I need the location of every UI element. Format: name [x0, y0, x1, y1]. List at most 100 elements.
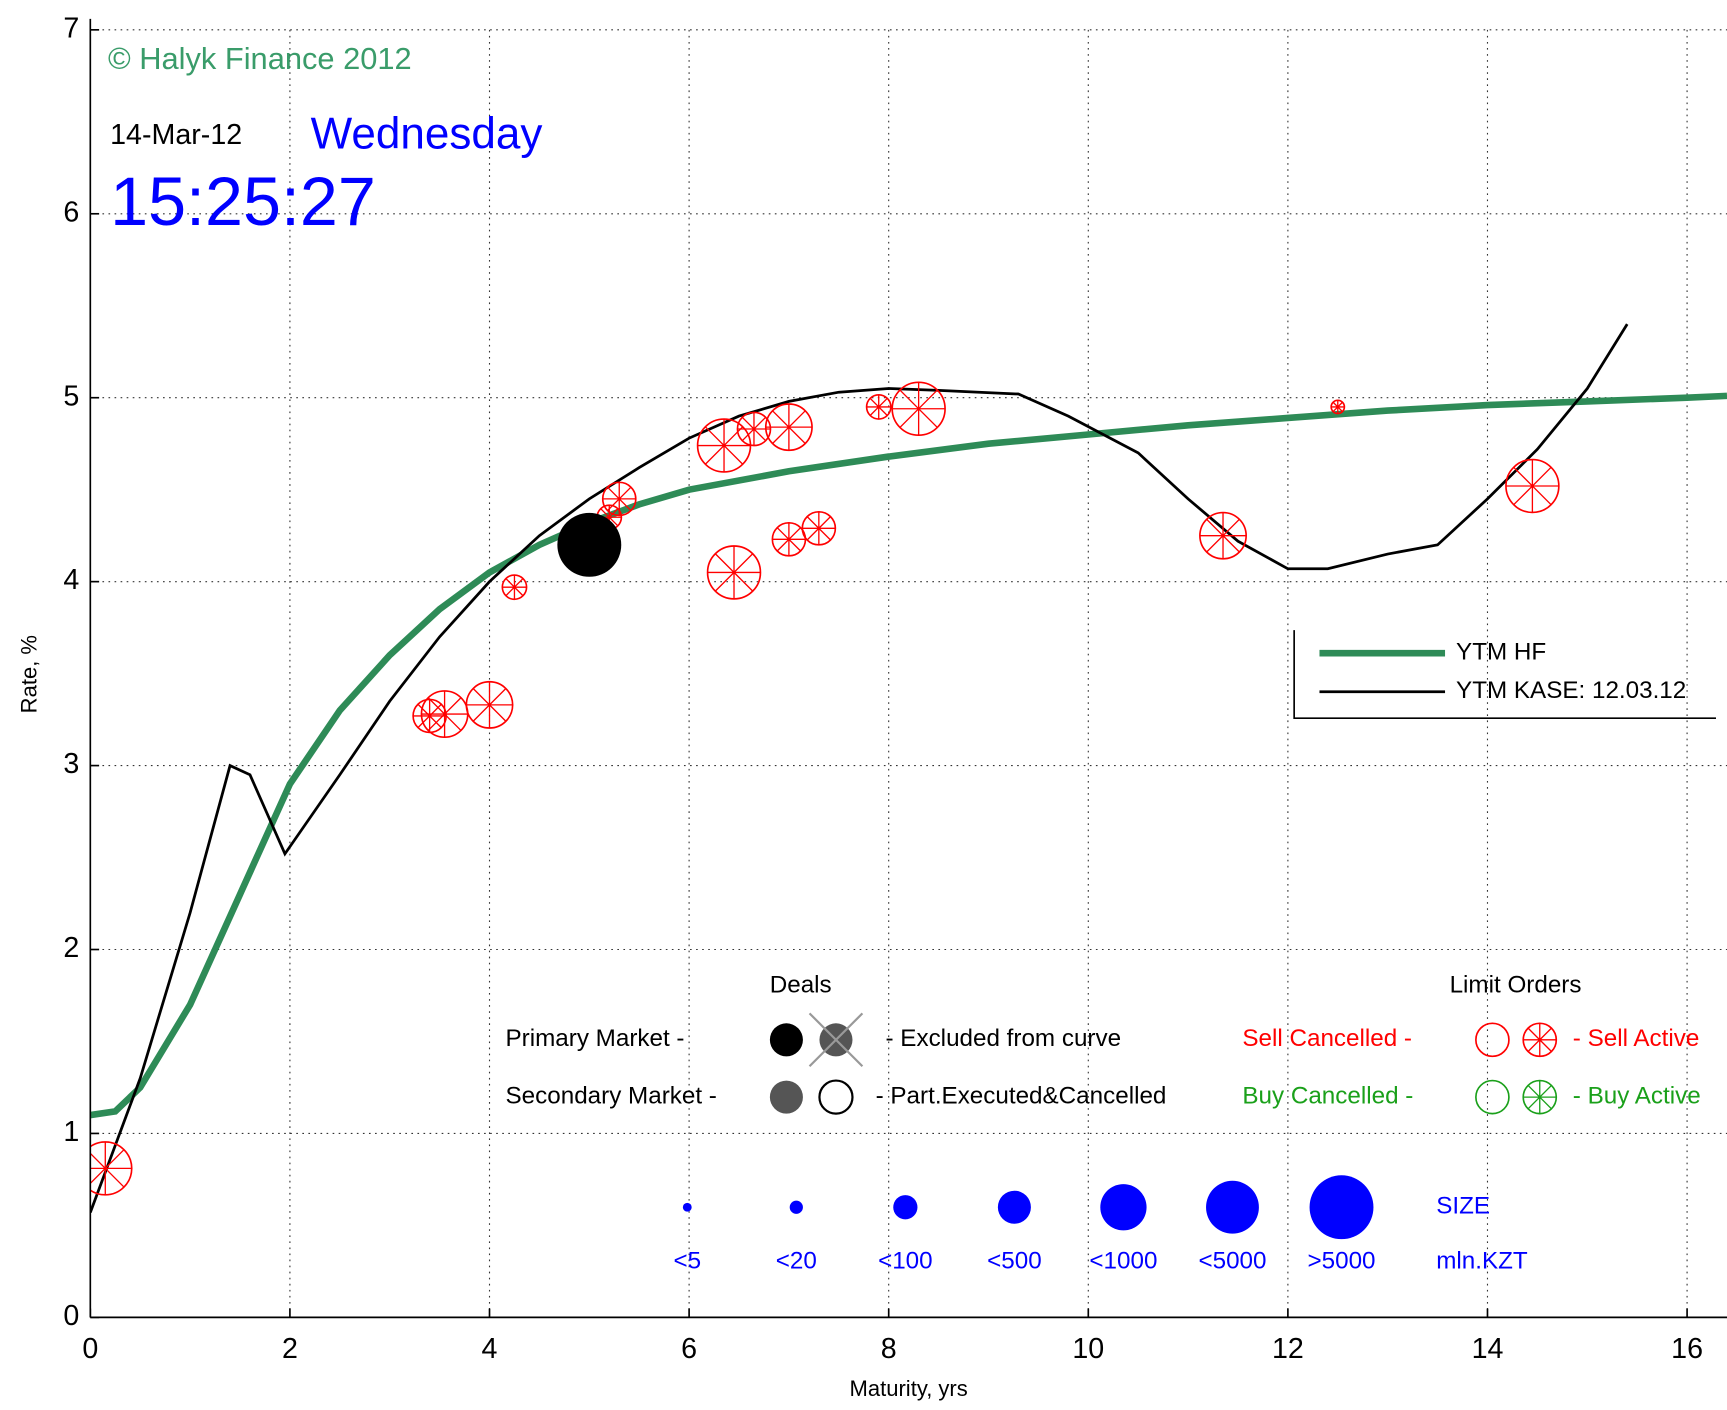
marker-spokes: [502, 575, 527, 600]
x-axis-label: Maturity, yrs: [850, 1376, 968, 1401]
y-tick-label: 5: [63, 380, 79, 412]
key-icon: [1522, 1079, 1558, 1115]
order-marker: [1522, 1079, 1558, 1115]
key-title: Limit Orders: [1450, 971, 1582, 998]
size-bubble: [1206, 1180, 1259, 1234]
deal-marker: [557, 512, 622, 577]
marker-spokes: [866, 394, 891, 420]
grid: [89, 29, 1727, 1318]
size-label: <20: [776, 1248, 817, 1275]
legend-label: YTM HF: [1456, 639, 1546, 666]
x-tick-label: 6: [681, 1333, 697, 1365]
size-label: <1000: [1089, 1248, 1157, 1275]
key-icon: [1475, 1022, 1510, 1058]
size-bubble: [789, 1200, 803, 1214]
size-bubble: [893, 1195, 918, 1220]
key-icon: [808, 1012, 864, 1068]
key-icon: [818, 1079, 854, 1115]
key-label: - Sell Active: [1573, 1025, 1700, 1052]
key-label: - Part.Executed&Cancelled: [876, 1083, 1167, 1110]
size-label: <500: [987, 1248, 1042, 1275]
key-label: Buy Cancelled -: [1242, 1083, 1413, 1110]
marker-spokes: [772, 522, 806, 556]
order-marker: [501, 574, 528, 601]
order-marker: [736, 411, 772, 447]
marker-spokes: [737, 412, 771, 446]
marker-spokes: [466, 681, 513, 729]
y-tick-label: 3: [63, 748, 79, 780]
x-tick-label: 2: [282, 1333, 298, 1365]
marker-spokes: [802, 511, 836, 545]
date: 14-Mar-12: [110, 119, 242, 151]
line: [90, 392, 1727, 1119]
y-tick-label: 7: [63, 12, 79, 44]
order-marker: [706, 545, 762, 600]
y-tick-label: 0: [63, 1300, 79, 1332]
y-tick-label: 2: [63, 932, 79, 964]
order-marker: [865, 393, 892, 420]
order-marker: [891, 381, 946, 437]
x-tick-label: 0: [82, 1333, 98, 1365]
key-icon: [769, 1023, 803, 1057]
order-marker: [420, 690, 469, 739]
order-marker: [412, 698, 447, 734]
size-label: <5: [673, 1248, 701, 1275]
order-marker: [696, 418, 752, 473]
legend-frame: [1293, 630, 1716, 720]
time: 15:25:27: [110, 164, 376, 240]
key-title: Deals: [770, 971, 832, 998]
x-tick-label: 12: [1272, 1333, 1304, 1365]
order-marker: [1330, 399, 1346, 415]
legend: YTM HF YTM KASE: 12.03.12: [1293, 630, 1716, 720]
order-marker: [764, 403, 813, 452]
key-label: - Excluded from curve: [886, 1025, 1122, 1052]
key-icon: [1522, 1022, 1558, 1058]
order-marker: [801, 510, 837, 546]
order-marker: [465, 680, 514, 729]
line: [90, 323, 1629, 1214]
foreground: © Halyk Finance 2012 14-Mar-12 Wednesday…: [17, 12, 1727, 1401]
copyright: © Halyk Finance 2012: [108, 41, 412, 76]
key-label: - Buy Active: [1573, 1083, 1701, 1110]
marker-spokes: [597, 505, 622, 530]
order-marker: [1199, 511, 1247, 560]
order-marker: [1505, 458, 1560, 514]
x-tick-label: 8: [881, 1333, 897, 1365]
marker-spokes: [1505, 459, 1559, 513]
marker-spokes: [1199, 512, 1247, 559]
marker-spokes: [892, 382, 946, 436]
marker-spokes: [1331, 400, 1345, 414]
size-key: <5 <20 <100 <500 <1000 <5000 >5000: [673, 1175, 1376, 1275]
size-label: <5000: [1198, 1248, 1266, 1275]
marker-spokes: [707, 546, 761, 599]
marker-spokes: [765, 404, 813, 451]
y-tick-label: 6: [63, 196, 79, 228]
size-unit: mln.KZT: [1436, 1248, 1528, 1275]
size-label: <100: [878, 1248, 933, 1275]
marker-spokes: [602, 482, 636, 516]
weekday: Wednesday: [311, 109, 543, 158]
y-tick-label: 4: [63, 564, 79, 596]
x-tick-label: 4: [482, 1333, 498, 1365]
marker-spokes: [413, 699, 447, 733]
marker-spokes: [90, 1141, 132, 1195]
key-label: Primary Market -: [506, 1025, 685, 1052]
size-title: SIZE: [1436, 1193, 1490, 1220]
key-icon: [1475, 1079, 1510, 1115]
y-tick-label: 1: [63, 1116, 79, 1148]
order-marker: [771, 521, 807, 557]
x-tick-label: 14: [1472, 1333, 1504, 1365]
size-bubble: [682, 1202, 692, 1212]
x-tick-label: 16: [1671, 1333, 1703, 1365]
order-marker: [601, 481, 637, 517]
marker-spokes: [697, 419, 751, 472]
key-label: Sell Cancelled -: [1242, 1025, 1412, 1052]
size-bubble: [1309, 1175, 1374, 1240]
size-bubble: [997, 1190, 1031, 1224]
marker-spokes: [1523, 1023, 1557, 1057]
order-marker: [90, 1141, 133, 1196]
x-tick-label: 10: [1072, 1333, 1104, 1365]
marker-spokes: [421, 690, 468, 738]
size-label: >5000: [1307, 1248, 1375, 1275]
